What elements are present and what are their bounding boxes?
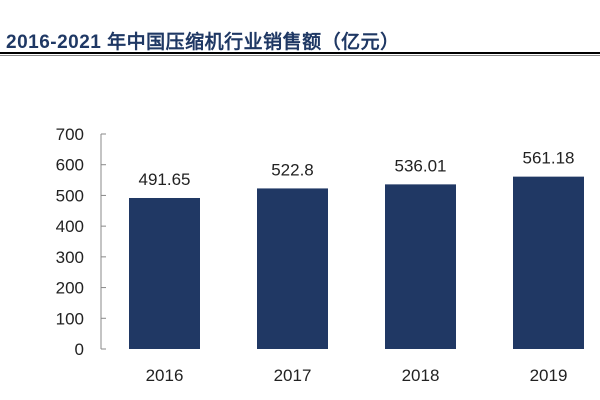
x-tick-label: 2017: [274, 366, 312, 385]
bar-2018: [385, 184, 456, 349]
y-tick-label: 100: [56, 309, 84, 328]
data-label: 561.18: [523, 149, 575, 168]
bar-2017: [257, 188, 328, 349]
chart-title: 2016-2021 年中国压缩机行业销售额（亿元）: [6, 32, 400, 53]
y-tick-label: 0: [75, 340, 84, 359]
y-tick-label: 200: [56, 279, 84, 298]
title-divider-thin: [0, 55, 600, 56]
y-tick-label: 300: [56, 248, 84, 267]
y-tick-label: 700: [56, 125, 84, 144]
data-label: 522.8: [271, 160, 314, 179]
y-tick-label: 600: [56, 156, 84, 175]
data-label: 536.01: [395, 156, 447, 175]
bar-2019: [513, 176, 584, 349]
bar-2016: [129, 197, 200, 349]
x-tick-label: 2019: [530, 366, 568, 385]
y-tick-label: 500: [56, 186, 84, 205]
x-tick-label: 2016: [146, 366, 184, 385]
data-label: 491.65: [139, 170, 191, 189]
x-tick-label: 2018: [402, 366, 440, 385]
y-tick-label: 400: [56, 217, 84, 236]
title-divider: [0, 52, 600, 54]
